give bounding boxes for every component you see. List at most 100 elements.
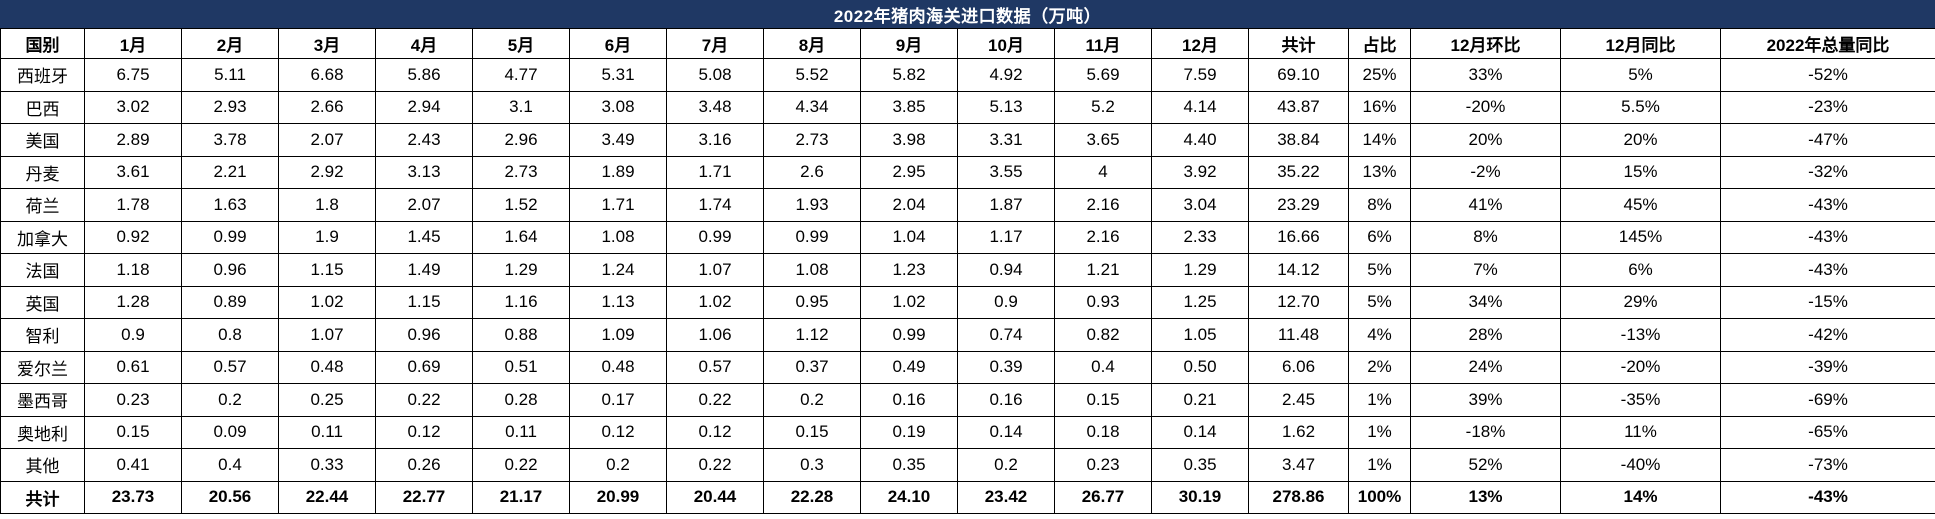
cell-value: 1.71 xyxy=(569,188,667,222)
cell-value: 1.8 xyxy=(278,188,376,222)
cell-value: 26.77 xyxy=(1054,480,1152,514)
cell-value: 4.34 xyxy=(763,90,861,124)
cell-value: 0.3 xyxy=(763,448,861,482)
cell-value: 0.14 xyxy=(957,415,1055,449)
cell-value: 34% xyxy=(1410,285,1561,319)
cell-value: 6% xyxy=(1348,220,1411,254)
cell-value: 3.49 xyxy=(569,123,667,157)
cell-value: 0.12 xyxy=(666,415,764,449)
cell-value: 33% xyxy=(1410,58,1561,92)
cell-value: 0.4 xyxy=(1054,350,1152,384)
cell-value: 0.4 xyxy=(181,448,279,482)
cell-value: 0.35 xyxy=(860,448,958,482)
cell-value: 15% xyxy=(1560,155,1721,189)
table-row: 巴西 3.02 2.93 2.66 2.94 3.1 3.08 3.48 4.34 3.85 5.1… xyxy=(0,90,1935,124)
cell-country: 共计 xyxy=(0,480,85,514)
cell-value: -15% xyxy=(1720,285,1935,319)
cell-value: 2.16 xyxy=(1054,220,1152,254)
column-header: 5月 xyxy=(472,28,570,59)
column-header: 2月 xyxy=(181,28,279,59)
cell-value: 6.06 xyxy=(1248,350,1349,384)
cell-value: 1.02 xyxy=(860,285,958,319)
cell-value: 0.12 xyxy=(569,415,667,449)
cell-value: 25% xyxy=(1348,58,1411,92)
cell-value: 0.82 xyxy=(1054,318,1152,352)
cell-value: 16.66 xyxy=(1248,220,1349,254)
column-header: 3月 xyxy=(278,28,376,59)
cell-value: 1.05 xyxy=(1151,318,1249,352)
cell-value: 0.8 xyxy=(181,318,279,352)
cell-value: 0.88 xyxy=(472,318,570,352)
cell-value: 5.82 xyxy=(860,58,958,92)
table-row: 墨西哥 0.23 0.2 0.25 0.22 0.28 0.17 0.22 0.2 0.16 0.1… xyxy=(0,383,1935,417)
cell-value: 0.9 xyxy=(84,318,182,352)
cell-value: 5.52 xyxy=(763,58,861,92)
cell-value: 1% xyxy=(1348,383,1411,417)
cell-value: 1% xyxy=(1348,448,1411,482)
cell-value: 1.09 xyxy=(569,318,667,352)
cell-country: 智利 xyxy=(0,318,85,352)
cell-value: 3.16 xyxy=(666,123,764,157)
cell-value: 0.23 xyxy=(1054,448,1152,482)
cell-value: 0.48 xyxy=(278,350,376,384)
cell-value: 1.89 xyxy=(569,155,667,189)
cell-value: 1.23 xyxy=(860,253,958,287)
cell-value: 41% xyxy=(1410,188,1561,222)
cell-value: 0.17 xyxy=(569,383,667,417)
cell-value: -23% xyxy=(1720,90,1935,124)
cell-value: 3.31 xyxy=(957,123,1055,157)
column-header: 1月 xyxy=(84,28,182,59)
cell-value: 2.16 xyxy=(1054,188,1152,222)
cell-value: 2.73 xyxy=(472,155,570,189)
cell-value: 5.31 xyxy=(569,58,667,92)
cell-value: -20% xyxy=(1410,90,1561,124)
cell-value: 3.85 xyxy=(860,90,958,124)
cell-value: 0.28 xyxy=(472,383,570,417)
cell-value: 3.1 xyxy=(472,90,570,124)
cell-value: 24% xyxy=(1410,350,1561,384)
cell-value: 1.12 xyxy=(763,318,861,352)
cell-country: 荷兰 xyxy=(0,188,85,222)
cell-value: 0.61 xyxy=(84,350,182,384)
cell-value: 0.39 xyxy=(957,350,1055,384)
cell-value: 0.57 xyxy=(666,350,764,384)
cell-value: -43% xyxy=(1720,188,1935,222)
cell-value: 1.52 xyxy=(472,188,570,222)
table-row: 法国 1.18 0.96 1.15 1.49 1.29 1.24 1.07 1.08 1.23 0.… xyxy=(0,253,1935,287)
cell-value: 4% xyxy=(1348,318,1411,352)
cell-value: 2.6 xyxy=(763,155,861,189)
column-header: 9月 xyxy=(860,28,958,59)
table-header: 国别 1月 2月 3月 4月 5月 6月 7月 8月 9月 10月 11月 12月 共计 占比 12月环比 12… xyxy=(0,28,1935,59)
cell-value: 2% xyxy=(1348,350,1411,384)
cell-value: 0.23 xyxy=(84,383,182,417)
column-header: 共计 xyxy=(1248,28,1349,59)
cell-value: 2.33 xyxy=(1151,220,1249,254)
cell-value: 5% xyxy=(1348,285,1411,319)
cell-value: 0.33 xyxy=(278,448,376,482)
cell-value: 69.10 xyxy=(1248,58,1349,92)
cell-value: 4.77 xyxy=(472,58,570,92)
cell-value: 0.22 xyxy=(375,383,473,417)
cell-value: 23.42 xyxy=(957,480,1055,514)
cell-value: 3.61 xyxy=(84,155,182,189)
cell-value: 20.44 xyxy=(666,480,764,514)
cell-value: 0.94 xyxy=(957,253,1055,287)
cell-value: -43% xyxy=(1720,480,1935,514)
cell-value: -52% xyxy=(1720,58,1935,92)
cell-value: 5% xyxy=(1348,253,1411,287)
cell-value: 1.08 xyxy=(569,220,667,254)
cell-value: 1.02 xyxy=(278,285,376,319)
cell-country: 墨西哥 xyxy=(0,383,85,417)
column-header: 占比 xyxy=(1348,28,1411,59)
cell-value: 278.86 xyxy=(1248,480,1349,514)
cell-value: 11% xyxy=(1560,415,1721,449)
cell-value: 20.99 xyxy=(569,480,667,514)
table-row: 其他 0.41 0.4 0.33 0.26 0.22 0.2 0.22 0.3 0.35 0.2 0.… xyxy=(0,448,1935,482)
cell-country: 加拿大 xyxy=(0,220,85,254)
cell-value: 3.02 xyxy=(84,90,182,124)
cell-value: 2.92 xyxy=(278,155,376,189)
cell-value: 1.62 xyxy=(1248,415,1349,449)
cell-country: 奥地利 xyxy=(0,415,85,449)
cell-value: 6.68 xyxy=(278,58,376,92)
